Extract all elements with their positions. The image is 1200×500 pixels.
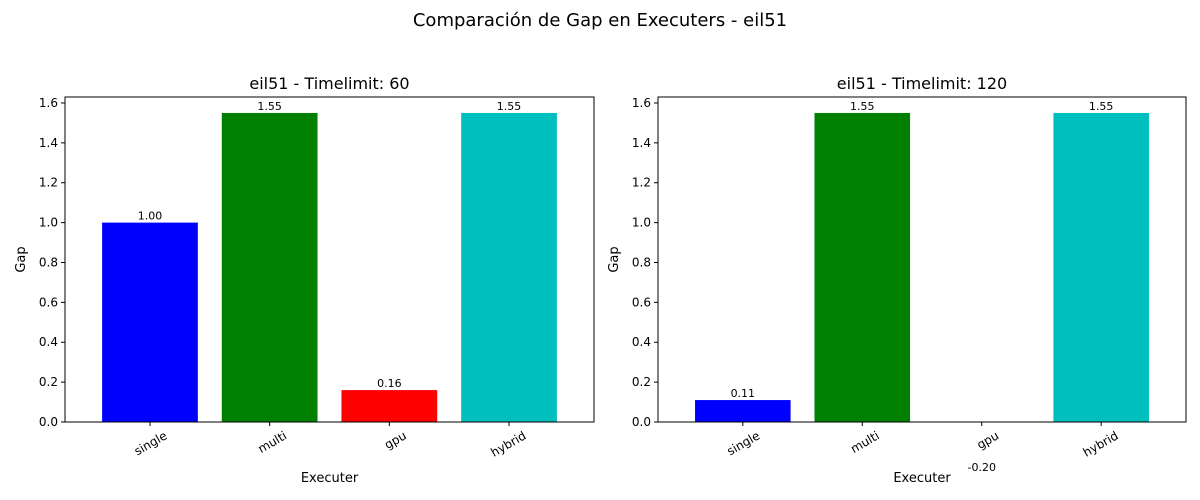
x-tick-label-gpu: gpu <box>382 428 409 452</box>
y-tick-label: 0.0 <box>632 415 651 429</box>
y-tick-label: 0.2 <box>632 375 651 389</box>
y-tick-label: 0.2 <box>39 375 58 389</box>
y-axis-label: Gap <box>607 246 622 272</box>
y-tick-label: 0.6 <box>632 295 651 309</box>
y-tick-label: 0.0 <box>39 415 58 429</box>
bar-single <box>695 400 791 422</box>
bar-value-label-gpu: -0.20 <box>967 461 995 474</box>
chart-timelimit-120: 0.11 single 1.55 multi -0.20 gpu 1.55 hybrid 0.0… <box>607 74 1187 486</box>
bar-hybrid <box>461 112 557 422</box>
y-tick-label: 1.2 <box>632 176 651 190</box>
bar-value-label-single: 0.11 <box>731 387 756 400</box>
bars <box>102 112 557 422</box>
x-tick-label-single: single <box>132 428 170 458</box>
axes-frame <box>657 96 1187 423</box>
y-tick-label: 0.4 <box>632 335 651 349</box>
bar-multi <box>221 112 318 422</box>
y-tick-label: 1.2 <box>39 176 58 190</box>
chart-title: eil51 - Timelimit: 60 <box>249 74 409 93</box>
y-tick-label: 0.4 <box>39 335 58 349</box>
x-tick-label-hybrid: hybrid <box>488 428 528 459</box>
chart-timelimit-60: 1.00 single 1.55 multi 0.16 gpu 1.55 hybrid 0.0 0… <box>14 74 595 486</box>
bar-value-label-hybrid: 1.55 <box>1089 100 1114 113</box>
bar-value-label-gpu: 0.16 <box>377 377 402 390</box>
x-tick-label-gpu: gpu <box>974 428 1001 452</box>
y-tick-label: 1.6 <box>632 96 651 110</box>
bar-value-label-hybrid: 1.55 <box>497 100 522 113</box>
x-tick-label-multi: multi <box>848 428 882 455</box>
y-tick-label: 0.6 <box>39 295 58 309</box>
figure-suptitle: Comparación de Gap en Executers - eil51 <box>413 10 787 31</box>
bar-value-label-single: 1.00 <box>138 210 163 223</box>
y-tick-label: 0.8 <box>39 255 58 269</box>
x-tick-label-hybrid: hybrid <box>1081 428 1121 459</box>
bars <box>695 112 1149 422</box>
y-tick-label: 1.6 <box>39 96 58 110</box>
bar-multi <box>814 112 911 422</box>
bar-single <box>102 222 198 422</box>
x-axis-label: Executer <box>301 471 359 486</box>
y-tick-label: 0.8 <box>632 255 651 269</box>
y-tick-label: 1.0 <box>39 216 58 230</box>
y-axis-label: Gap <box>14 246 29 272</box>
x-tick-label-multi: multi <box>256 428 290 455</box>
bar-hybrid <box>1053 112 1149 422</box>
x-tick-label-single: single <box>725 428 763 458</box>
x-axis-label: Executer <box>893 471 951 486</box>
bar-gpu <box>341 390 438 422</box>
bar-value-label-multi: 1.55 <box>850 100 875 113</box>
y-tick-label: 1.4 <box>632 136 651 150</box>
bar-value-label-multi: 1.55 <box>257 100 282 113</box>
y-tick-label: 1.0 <box>632 216 651 230</box>
y-tick-label: 1.4 <box>39 136 58 150</box>
axes-frame <box>64 96 595 423</box>
chart-title: eil51 - Timelimit: 120 <box>837 74 1007 93</box>
